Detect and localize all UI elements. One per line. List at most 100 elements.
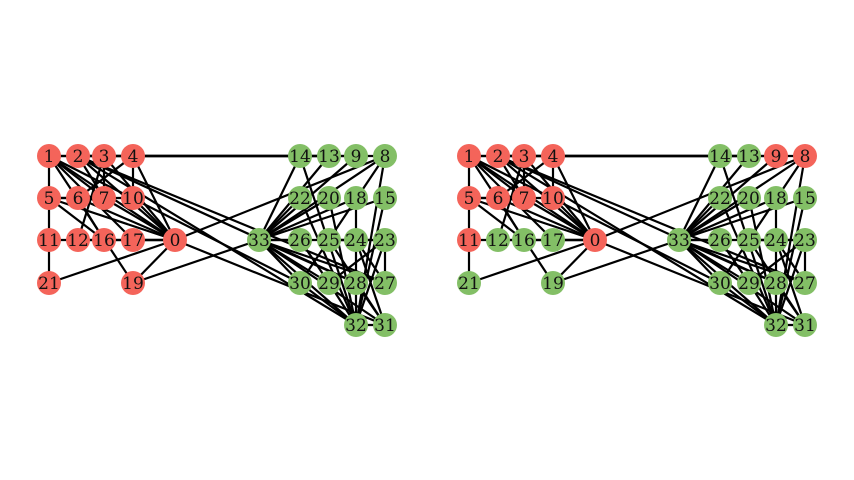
edge-0-21 bbox=[468, 238, 596, 285]
node-8 bbox=[793, 144, 817, 168]
node-label-10: 10 bbox=[542, 189, 564, 209]
edge-14-33 bbox=[258, 155, 301, 241]
node-label-17: 17 bbox=[122, 231, 144, 251]
edge-0-21 bbox=[48, 238, 176, 285]
edge-0-4 bbox=[552, 155, 596, 241]
node-label-23: 23 bbox=[374, 231, 396, 251]
edge-14-33 bbox=[678, 155, 721, 241]
node-label-32: 32 bbox=[345, 316, 367, 336]
node-label-25: 25 bbox=[318, 231, 340, 251]
node-label-6: 6 bbox=[493, 189, 504, 209]
node-label-0: 0 bbox=[170, 231, 181, 251]
node-label-27: 27 bbox=[794, 274, 816, 294]
node-2 bbox=[66, 144, 90, 168]
edge-0-7 bbox=[103, 197, 176, 241]
node-18 bbox=[344, 186, 368, 210]
edge-1-30 bbox=[468, 155, 721, 284]
node-label-1: 1 bbox=[464, 147, 475, 167]
node-label-12: 12 bbox=[487, 231, 509, 251]
node-1 bbox=[37, 144, 61, 168]
node-0 bbox=[163, 228, 187, 252]
node-label-33: 33 bbox=[248, 231, 270, 251]
node-label-21: 21 bbox=[38, 274, 60, 294]
node-31 bbox=[793, 313, 817, 337]
edge-20-33 bbox=[258, 197, 330, 241]
node-27 bbox=[793, 271, 817, 295]
node-4 bbox=[121, 144, 145, 168]
node-label-9: 9 bbox=[771, 147, 782, 167]
node-label-24: 24 bbox=[765, 231, 787, 251]
edge-19-33 bbox=[552, 238, 680, 285]
node-label-11: 11 bbox=[458, 231, 480, 251]
node-12 bbox=[486, 228, 510, 252]
node-label-27: 27 bbox=[374, 274, 396, 294]
node-label-15: 15 bbox=[374, 189, 396, 209]
node-33 bbox=[247, 228, 271, 252]
node-label-32: 32 bbox=[765, 316, 787, 336]
node-16 bbox=[92, 228, 116, 252]
node-19 bbox=[121, 271, 145, 295]
node-5 bbox=[37, 186, 61, 210]
node-8 bbox=[373, 144, 397, 168]
node-32 bbox=[764, 313, 788, 337]
node-25 bbox=[317, 228, 341, 252]
node-26 bbox=[708, 228, 732, 252]
edge-22-32 bbox=[298, 197, 358, 326]
node-17 bbox=[541, 228, 565, 252]
node-label-29: 29 bbox=[318, 274, 340, 294]
node-label-23: 23 bbox=[794, 231, 816, 251]
node-24 bbox=[344, 228, 368, 252]
edge-2-32 bbox=[77, 155, 357, 326]
node-11 bbox=[457, 228, 481, 252]
node-label-16: 16 bbox=[93, 231, 115, 251]
node-6 bbox=[66, 186, 90, 210]
edge-2-32 bbox=[497, 155, 777, 326]
edge-0-7 bbox=[523, 197, 596, 241]
node-label-26: 26 bbox=[289, 231, 311, 251]
node-label-31: 31 bbox=[374, 316, 396, 336]
node-label-10: 10 bbox=[122, 189, 144, 209]
node-label-13: 13 bbox=[318, 147, 340, 167]
node-21 bbox=[37, 271, 61, 295]
node-30 bbox=[288, 271, 312, 295]
node-label-18: 18 bbox=[345, 189, 367, 209]
node-19 bbox=[541, 271, 565, 295]
node-7 bbox=[92, 186, 116, 210]
node-29 bbox=[317, 271, 341, 295]
node-label-8: 8 bbox=[800, 147, 811, 167]
node-label-5: 5 bbox=[464, 189, 475, 209]
node-22 bbox=[288, 186, 312, 210]
edge-19-33 bbox=[132, 238, 260, 285]
node-32 bbox=[344, 313, 368, 337]
node-label-5: 5 bbox=[44, 189, 55, 209]
node-label-28: 28 bbox=[765, 274, 787, 294]
node-label-0: 0 bbox=[590, 231, 601, 251]
node-label-30: 30 bbox=[289, 274, 311, 294]
node-label-13: 13 bbox=[738, 147, 760, 167]
node-label-4: 4 bbox=[548, 147, 559, 167]
node-16 bbox=[512, 228, 536, 252]
node-label-30: 30 bbox=[709, 274, 731, 294]
node-label-1: 1 bbox=[44, 147, 55, 167]
node-label-25: 25 bbox=[738, 231, 760, 251]
node-23 bbox=[373, 228, 397, 252]
node-label-19: 19 bbox=[542, 274, 564, 294]
edge-24-31 bbox=[774, 239, 807, 326]
node-label-3: 3 bbox=[99, 147, 110, 167]
node-1 bbox=[457, 144, 481, 168]
node-9 bbox=[344, 144, 368, 168]
edge-1-30 bbox=[48, 155, 301, 284]
node-22 bbox=[708, 186, 732, 210]
edge-0-4 bbox=[132, 155, 176, 241]
node-2 bbox=[486, 144, 510, 168]
node-24 bbox=[764, 228, 788, 252]
node-label-3: 3 bbox=[519, 147, 530, 167]
node-13 bbox=[737, 144, 761, 168]
node-20 bbox=[737, 186, 761, 210]
edge-18-33 bbox=[258, 196, 357, 242]
node-0 bbox=[583, 228, 607, 252]
edge-0-6 bbox=[497, 196, 596, 242]
